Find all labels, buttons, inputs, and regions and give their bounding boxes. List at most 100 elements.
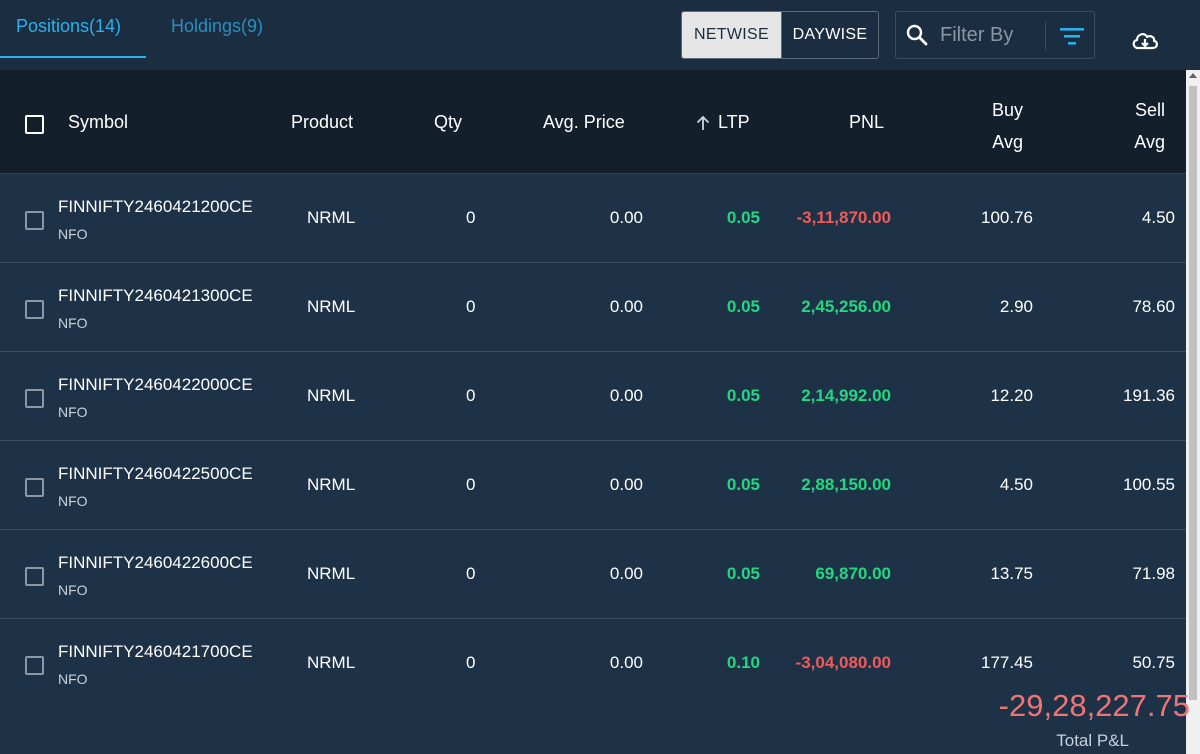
row-symbol: FINNIFTY2460422600CE (58, 553, 253, 572)
row-pnl: 69,870.00 (815, 564, 891, 583)
column-buy-avg-line1: Buy (991, 100, 1023, 120)
column-sell-avg-line1: Sell (1134, 100, 1165, 120)
column-product[interactable]: Product (291, 112, 354, 132)
row-symbol: FINNIFTY2460421200CE (58, 197, 253, 216)
row-buy-avg: 100.76 (981, 208, 1033, 227)
row-symbol: FINNIFTY2460422000CE (58, 375, 253, 394)
row-product: NRML (307, 475, 356, 494)
tab-positions[interactable]: Positions(14) (16, 16, 122, 36)
scrollbar-thumb[interactable] (1189, 86, 1197, 700)
row-checkbox[interactable] (25, 300, 44, 319)
table-header: Symbol Product Qty Avg. Price LTP PNL Bu… (0, 70, 1186, 174)
table-row[interactable]: FINNIFTY2460421200CE NFO NRML 0 0.00 0.0… (0, 174, 1186, 263)
row-pnl: -3,04,080.00 (795, 653, 891, 672)
view-toggle: NETWISE DAYWISE (681, 11, 879, 59)
active-tab-indicator (0, 56, 146, 58)
row-exchange: NFO (58, 493, 88, 509)
row-ltp: 0.05 (726, 208, 760, 227)
row-qty: 0 (466, 386, 476, 405)
row-qty: 0 (466, 297, 476, 316)
row-qty: 0 (466, 564, 476, 583)
row-symbol: FINNIFTY2460421700CE (58, 642, 253, 661)
row-checkbox[interactable] (25, 478, 44, 497)
filter-divider (1045, 22, 1046, 50)
row-sell-avg: 100.55 (1123, 475, 1175, 494)
row-product: NRML (307, 564, 356, 583)
row-pnl: 2,14,992.00 (801, 386, 891, 405)
row-symbol: FINNIFTY2460421300CE (58, 286, 253, 305)
row-pnl: -3,11,870.00 (796, 208, 891, 227)
row-checkbox[interactable] (25, 567, 44, 586)
table-row[interactable]: FINNIFTY2460421300CE NFO NRML 0 0.00 0.0… (0, 263, 1186, 352)
row-avg-price: 0.00 (609, 386, 643, 405)
row-sell-avg: 191.36 (1123, 386, 1175, 405)
row-buy-avg: 2.90 (999, 297, 1033, 316)
row-checkbox[interactable] (25, 211, 44, 230)
column-buy-avg-line2: Avg (992, 132, 1023, 152)
row-qty: 0 (466, 653, 476, 672)
total-pnl-value: -29,28,227.75 (998, 688, 1190, 723)
row-ltp: 0.05 (726, 386, 760, 405)
row-exchange: NFO (58, 671, 88, 687)
row-avg-price: 0.00 (609, 475, 643, 494)
column-sell-avg-line2: Avg (1134, 132, 1165, 152)
column-symbol[interactable]: Symbol (68, 112, 129, 132)
column-qty[interactable]: Qty (434, 112, 463, 132)
row-exchange: NFO (58, 226, 88, 242)
row-avg-price: 0.00 (609, 297, 643, 316)
table-row[interactable]: FINNIFTY2460422600CE NFO NRML 0 0.00 0.0… (0, 530, 1186, 619)
table-row[interactable]: FINNIFTY2460422000CE NFO NRML 0 0.00 0.0… (0, 352, 1186, 441)
search-icon (906, 24, 928, 46)
cloud-download-icon[interactable] (1131, 30, 1159, 52)
column-buy-avg[interactable]: Buy Avg (992, 94, 1023, 158)
row-ltp: 0.05 (726, 475, 760, 494)
row-qty: 0 (466, 475, 476, 494)
scroll-up-arrow-icon[interactable] (1189, 73, 1197, 78)
row-ltp: 0.05 (726, 564, 760, 583)
row-ltp: 0.05 (726, 297, 760, 316)
arrow-up-icon (696, 115, 710, 130)
row-product: NRML (307, 386, 356, 405)
row-ltp: 0.10 (726, 653, 760, 672)
row-pnl: 2,88,150.00 (801, 475, 891, 494)
filter-box (895, 11, 1095, 59)
row-buy-avg: 4.50 (999, 475, 1033, 494)
row-sell-avg: 50.75 (1132, 653, 1175, 672)
row-avg-price: 0.00 (609, 564, 643, 583)
select-all-checkbox[interactable] (25, 115, 44, 134)
table-row[interactable]: FINNIFTY2460422500CE NFO NRML 0 0.00 0.0… (0, 441, 1186, 530)
row-buy-avg: 13.75 (990, 564, 1033, 583)
row-pnl: 2,45,256.00 (801, 297, 891, 316)
row-product: NRML (307, 653, 356, 672)
row-avg-price: 0.00 (609, 653, 643, 672)
row-exchange: NFO (58, 315, 88, 331)
column-sell-avg[interactable]: Sell Avg (1134, 94, 1165, 158)
column-ltp-label: LTP (718, 112, 750, 132)
row-symbol: FINNIFTY2460422500CE (58, 464, 253, 483)
filter-lines-icon[interactable] (1059, 25, 1085, 47)
row-sell-avg: 71.98 (1132, 564, 1175, 583)
row-product: NRML (307, 208, 356, 227)
row-checkbox[interactable] (25, 656, 44, 675)
column-ltp[interactable]: LTP (696, 112, 750, 133)
netwise-button[interactable]: NETWISE (682, 12, 781, 58)
tab-holdings[interactable]: Holdings(9) (171, 16, 264, 36)
column-avg-price[interactable]: Avg. Price (543, 112, 625, 132)
row-sell-avg: 4.50 (1141, 208, 1175, 227)
top-bar: Positions(14) Holdings(9) NETWISE DAYWIS… (0, 0, 1200, 70)
row-product: NRML (307, 297, 356, 316)
table-row[interactable]: FINNIFTY2460421700CE NFO NRML 0 0.00 0.1… (0, 619, 1186, 708)
row-buy-avg: 177.45 (981, 653, 1033, 672)
row-checkbox[interactable] (25, 389, 44, 408)
row-exchange: NFO (58, 582, 88, 598)
column-pnl[interactable]: PNL (849, 112, 885, 132)
row-avg-price: 0.00 (609, 208, 643, 227)
row-exchange: NFO (58, 404, 88, 420)
daywise-button[interactable]: DAYWISE (780, 12, 878, 58)
total-pnl-label: Total P&L (1056, 731, 1129, 750)
row-sell-avg: 78.60 (1132, 297, 1175, 316)
row-qty: 0 (466, 208, 476, 227)
filter-input[interactable] (940, 18, 1045, 52)
vertical-scrollbar[interactable] (1186, 70, 1200, 754)
row-buy-avg: 12.20 (990, 386, 1033, 405)
